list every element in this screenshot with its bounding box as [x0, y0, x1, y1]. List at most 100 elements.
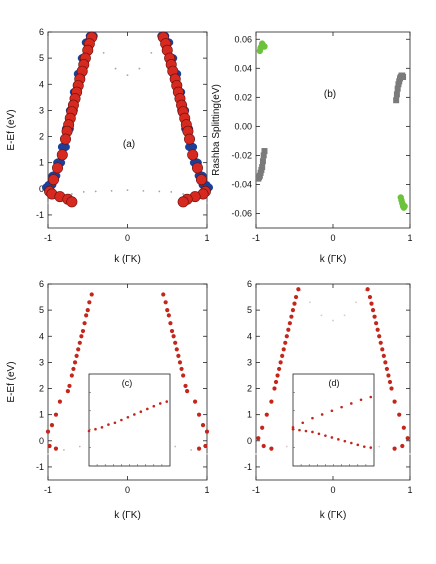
data-point — [166, 313, 171, 318]
band-point — [332, 319, 334, 322]
y-axis-label: E-Ef (eV) — [6, 109, 17, 150]
panel-b: -1 0 1 -0.06 -0.04 -0.02 0.00 0.02 0.04 0.06 k (ΓK… — [211, 31, 413, 265]
x-tick-label: 0 — [330, 485, 335, 495]
inset-point — [330, 436, 334, 439]
x-axis-label: k (ΓK) — [320, 510, 347, 521]
data-point — [195, 174, 207, 186]
band-point — [190, 449, 193, 451]
data-point — [179, 366, 184, 372]
data-point — [275, 373, 280, 378]
band-point — [285, 445, 288, 448]
y-tick-label: 5 — [39, 53, 44, 63]
inset-point — [369, 395, 373, 399]
y-tick-label: 1 — [247, 410, 252, 420]
inset-point — [120, 418, 123, 422]
inset-point — [94, 427, 97, 431]
inset-point — [320, 413, 324, 416]
data-point — [161, 292, 166, 297]
data-point — [53, 446, 59, 451]
x-tick-label: -1 — [44, 233, 52, 243]
band-point — [138, 67, 141, 70]
data-point — [383, 360, 388, 365]
data-point — [264, 412, 269, 417]
data-point — [203, 443, 208, 449]
inset-point — [330, 409, 334, 413]
inset-point — [350, 441, 353, 445]
inset-frame — [88, 373, 171, 467]
inset-point — [126, 415, 130, 419]
data-point — [259, 158, 266, 165]
data-point — [259, 164, 266, 171]
data-point — [196, 446, 202, 451]
data-point — [377, 334, 382, 339]
band-point — [174, 445, 177, 448]
y-axis-label: E-Ef (eV) — [6, 361, 17, 402]
inset-point — [165, 400, 169, 403]
y-tick-label: 5 — [247, 305, 252, 315]
data-point — [260, 152, 267, 159]
y-tick-label: -1 — [36, 210, 44, 220]
y-tick-label: 5 — [39, 305, 44, 315]
y-tick-label: 3 — [39, 357, 44, 367]
inset-point — [301, 421, 305, 425]
inset-point — [311, 430, 314, 434]
inset-point — [362, 445, 366, 448]
data-point — [277, 366, 282, 372]
band-point — [114, 67, 117, 70]
data-point — [85, 308, 90, 313]
data-point — [401, 203, 408, 210]
data-point — [176, 353, 181, 358]
data-point — [66, 196, 78, 208]
inset-point — [100, 426, 104, 429]
data-point — [87, 300, 92, 305]
data-point — [56, 149, 68, 161]
data-point — [185, 142, 198, 152]
data-point — [386, 373, 391, 378]
data-point — [387, 379, 393, 385]
data-point — [177, 360, 183, 365]
data-point — [57, 399, 63, 404]
y-tick-label: 2 — [247, 384, 252, 394]
inset-point — [343, 439, 347, 443]
data-point — [48, 174, 60, 186]
x-tick-label: 1 — [407, 233, 412, 243]
data-point — [256, 436, 261, 441]
data-point — [296, 287, 301, 292]
band-point — [63, 449, 65, 451]
data-point — [89, 292, 94, 297]
inset-point — [291, 427, 295, 431]
inset-point — [139, 410, 143, 414]
series-series-1 — [256, 40, 408, 211]
panel-c: -1 0 1 -1 0 1 2 3 4 5 6 k (ΓK) E-Ef (eV) (c) — [6, 279, 210, 521]
data-point — [401, 425, 406, 430]
data-point — [400, 443, 405, 449]
y-tick-label: -0.02 — [231, 150, 252, 160]
band-point — [355, 301, 357, 304]
x-tick-label: -1 — [252, 233, 260, 243]
data-point — [187, 149, 199, 161]
data-point — [284, 334, 289, 339]
data-point — [393, 91, 400, 98]
y-tick-label: -0.06 — [231, 208, 252, 218]
band-point — [170, 191, 173, 193]
data-point — [375, 327, 380, 332]
y-tick-label: 2 — [39, 132, 44, 142]
y-tick-label: 4 — [247, 331, 252, 341]
series-red_weight — [45, 292, 210, 451]
y-tick-label: -1 — [244, 462, 252, 472]
band-point — [102, 52, 105, 54]
data-point — [200, 423, 206, 428]
data-point — [400, 74, 407, 81]
inset-point — [298, 428, 301, 432]
band-point — [70, 193, 73, 195]
inset-label: (c) — [122, 378, 133, 388]
data-point — [192, 399, 198, 404]
data-point — [392, 399, 397, 404]
y-tick-label: 6 — [247, 279, 252, 289]
inset-label: (d) — [329, 378, 340, 388]
inset-point — [337, 438, 340, 441]
inset-point — [359, 398, 363, 402]
data-point — [168, 321, 173, 326]
data-point — [196, 412, 202, 417]
band-point — [378, 445, 381, 448]
